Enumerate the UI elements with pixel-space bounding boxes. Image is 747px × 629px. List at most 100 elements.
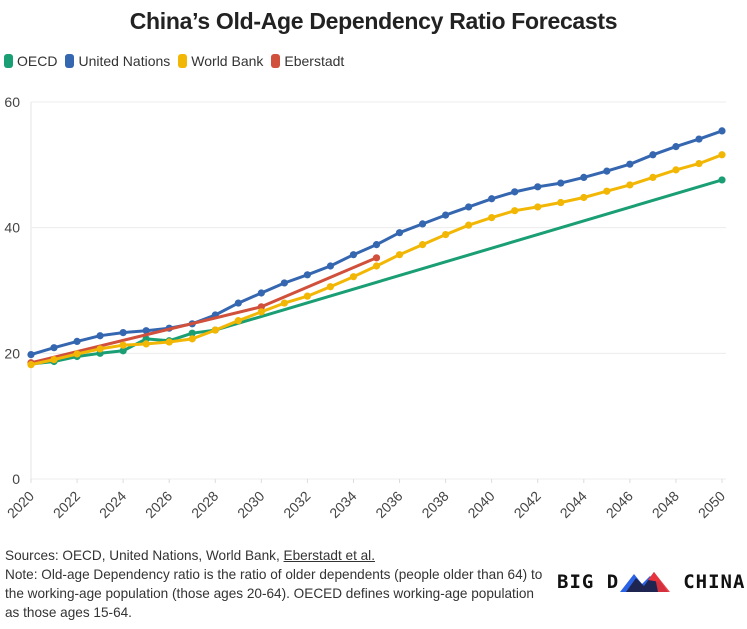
point-oecd	[718, 176, 726, 184]
legend-item-world-bank[interactable]: World Bank	[178, 53, 263, 69]
point-world-bank	[119, 341, 127, 349]
point-united-nations	[626, 160, 634, 168]
y-tick-label: 0	[12, 471, 20, 487]
point-world-bank	[27, 361, 35, 369]
point-united-nations	[349, 251, 358, 259]
point-world-bank	[257, 308, 265, 316]
sources-link[interactable]: Eberstadt et al.	[283, 548, 375, 563]
point-world-bank	[303, 292, 311, 300]
legend-swatch-world-bank	[178, 54, 188, 68]
point-oecd	[119, 347, 127, 355]
point-world-bank	[211, 326, 219, 334]
point-world-bank	[557, 198, 565, 207]
point-united-nations	[234, 299, 242, 307]
x-tick-label: 2040	[464, 488, 497, 521]
point-world-bank	[718, 151, 726, 159]
point-world-bank	[234, 317, 242, 325]
point-united-nations	[50, 344, 58, 352]
sources-line: Sources: OECD, United Nations, World Ban…	[5, 546, 550, 565]
x-tick-label: 2030	[234, 488, 267, 521]
x-tick-label: 2038	[418, 488, 451, 521]
mountain-logo-icon	[620, 572, 671, 592]
point-united-nations	[465, 203, 473, 211]
x-tick-label: 2032	[280, 488, 313, 521]
point-world-bank	[73, 350, 81, 358]
x-tick-label: 2048	[649, 488, 682, 521]
logo-text-left: BIG D	[557, 571, 620, 593]
y-tick-label: 20	[4, 345, 20, 361]
note-text: Note: Old-age Dependency ratio is the ra…	[5, 567, 543, 620]
point-world-bank	[626, 181, 634, 189]
point-world-bank	[395, 251, 404, 259]
point-united-nations	[326, 262, 335, 270]
point-world-bank	[649, 173, 657, 181]
point-world-bank	[672, 166, 680, 174]
point-united-nations	[257, 289, 265, 297]
point-united-nations	[603, 167, 611, 175]
x-tick-label: 2024	[96, 488, 129, 521]
legend-swatch-united-nations	[65, 54, 75, 68]
point-world-bank	[488, 214, 496, 222]
point-world-bank	[695, 159, 703, 168]
legend-item-united-nations[interactable]: United Nations	[65, 53, 170, 69]
x-tick-label: 2028	[188, 488, 221, 521]
point-world-bank	[372, 262, 381, 270]
point-oecd	[142, 335, 150, 343]
point-world-bank	[165, 338, 173, 346]
point-united-nations	[395, 229, 404, 237]
point-united-nations	[695, 135, 703, 143]
point-united-nations	[418, 220, 427, 228]
series-group	[27, 127, 726, 369]
point-world-bank	[280, 299, 288, 307]
x-tick-label: 2042	[511, 488, 544, 521]
point-united-nations	[303, 271, 311, 279]
point-world-bank	[96, 345, 104, 353]
point-united-nations	[73, 337, 81, 345]
x-axis: 2020 2022 2024 2026 2028 2030 2032 2034 2036 2038…	[4, 479, 728, 521]
point-world-bank	[511, 207, 519, 215]
series-eberstadt	[27, 254, 381, 367]
x-tick-label: 2044	[557, 488, 590, 521]
legend-swatch-eberstadt	[271, 54, 281, 68]
point-united-nations	[649, 151, 657, 159]
point-united-nations	[488, 195, 496, 203]
point-united-nations	[372, 241, 381, 249]
point-united-nations	[580, 173, 588, 181]
legend-label-eberstadt: Eberstadt	[284, 53, 345, 69]
point-world-bank	[603, 187, 611, 195]
legend-swatch-oecd	[4, 54, 13, 68]
point-world-bank	[418, 241, 427, 249]
legend-label-united-nations: United Nations	[78, 53, 171, 69]
grid	[30, 101, 726, 483]
x-tick-label: 2046	[603, 488, 636, 521]
big-data-china-logo: BIG D CHINA	[557, 571, 745, 593]
sources-text: Sources: OECD, United Nations, World Ban…	[5, 548, 284, 563]
y-tick-label: 60	[4, 94, 20, 110]
point-world-bank	[50, 356, 58, 364]
legend-label-oecd: OECD	[17, 53, 58, 69]
legend-item-oecd[interactable]: OECD	[4, 53, 57, 69]
legend-item-eberstadt[interactable]: Eberstadt	[271, 53, 344, 69]
point-united-nations	[557, 179, 565, 187]
point-united-nations	[27, 350, 35, 359]
point-world-bank	[534, 203, 542, 211]
point-united-nations	[96, 332, 104, 340]
point-world-bank	[580, 193, 588, 202]
point-united-nations	[119, 328, 127, 337]
point-world-bank	[349, 273, 358, 281]
point-world-bank	[442, 230, 450, 239]
x-tick-label: 2034	[326, 488, 359, 521]
x-tick-label: 2022	[50, 488, 83, 521]
point-eberstadt	[372, 254, 381, 262]
point-world-bank	[188, 335, 196, 343]
legend-label-world-bank: World Bank	[191, 53, 264, 69]
line-eberstadt	[29, 256, 378, 365]
point-united-nations	[718, 127, 726, 135]
x-tick-label: 2050	[695, 488, 728, 521]
x-tick-label: 2026	[142, 488, 175, 521]
y-axis: 0 20 40 60	[4, 94, 20, 487]
series-united-nations	[27, 127, 726, 359]
logo-text-right: CHINA	[683, 571, 746, 593]
point-world-bank	[326, 283, 335, 291]
